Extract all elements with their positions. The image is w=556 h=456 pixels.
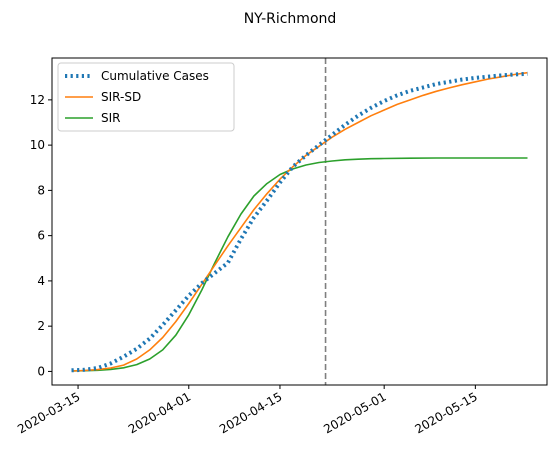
series-line-sir (71, 157, 528, 372)
legend-label-sir-sd: SIR-SD (101, 90, 141, 104)
axes-frame (51, 57, 548, 386)
y-tick-label: 6 (37, 229, 45, 243)
plot-area (71, 58, 528, 385)
x-tick-label: 2020-04-15 (217, 389, 284, 436)
y-tick-label: 2 (37, 319, 45, 333)
x-tick-label: 2020-05-15 (412, 389, 479, 436)
legend-box (57, 62, 235, 132)
legend-label-cumulative-cases: Cumulative Cases (101, 69, 209, 83)
y-tick-label: 10 (30, 138, 45, 152)
x-tick-label: 2020-04-01 (126, 389, 193, 436)
x-tick-label: 2020-05-01 (321, 389, 388, 436)
y-axis: 0 2 4 6 8 10 12 (30, 93, 52, 378)
y-tick-label: 0 (37, 364, 45, 378)
x-axis: 2020-03-15 2020-04-01 2020-04-15 2020-05-01… (15, 385, 480, 436)
y-tick-label: 4 (37, 274, 45, 288)
legend: Cumulative Cases SIR-SD SIR (57, 62, 235, 132)
x-tick-label: 2020-03-15 (15, 389, 82, 436)
series-line-cumulative-cases (71, 71, 528, 373)
chart-title: NY-Richmond (244, 11, 337, 27)
y-tick-label: 12 (30, 93, 45, 107)
legend-label-sir: SIR (101, 111, 121, 125)
y-tick-label: 8 (37, 183, 45, 197)
